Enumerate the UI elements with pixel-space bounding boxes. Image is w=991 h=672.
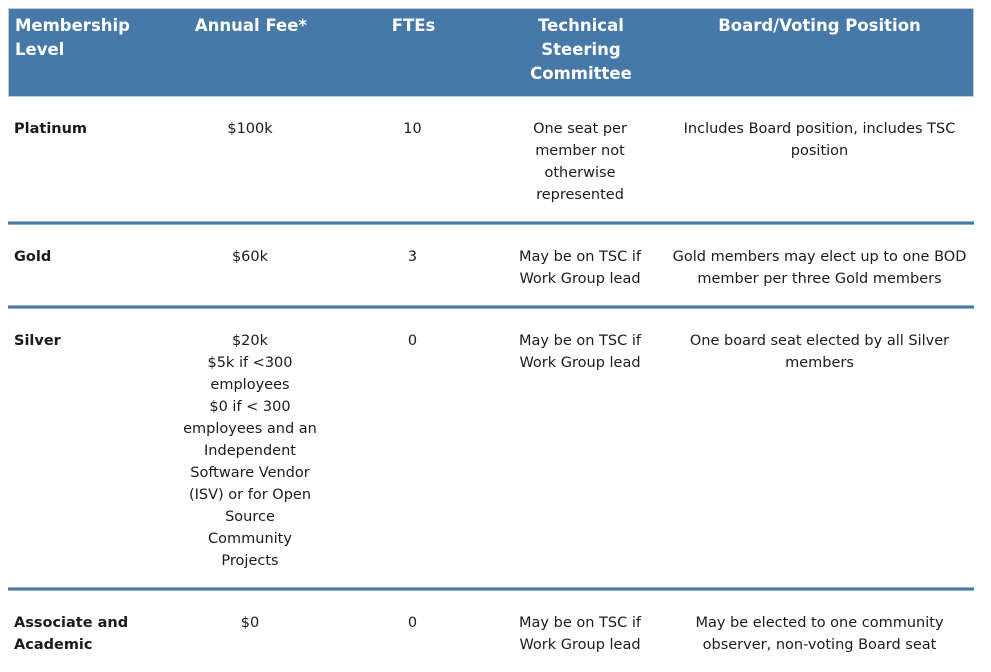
ftes-cell: 0 — [407, 615, 418, 631]
membership-level-cell: Associate and Academic — [14, 615, 129, 653]
membership-level-cell: Silver — [14, 333, 61, 349]
tsc-cell: May be on TSC if Work Group lead — [519, 333, 641, 371]
annual-fee-cell: $100k — [227, 121, 273, 137]
table-row-silver: Silver $20k $5k if <300 employees $0 if … — [8, 309, 974, 587]
annual-fee-cell: $20k $5k if <300 employees $0 if < 300 e… — [183, 333, 317, 569]
board-voting-cell: May be elected to one community observer… — [695, 615, 944, 653]
table-row-platinum: Platinum $100k 10 One seat per member no… — [8, 97, 974, 221]
membership-level-cell: Platinum — [14, 121, 88, 137]
annual-fee-cell: $0 — [240, 615, 260, 631]
ftes-cell: 0 — [407, 333, 418, 349]
board-voting-cell: Includes Board position, includes TSC po… — [683, 121, 956, 159]
row-separator — [8, 587, 974, 591]
col-header-board-voting-position: Board/Voting Position — [718, 16, 921, 35]
table-row-associate-academic: Associate and Academic $0 0 May be on TS… — [8, 591, 974, 671]
col-header-technical-steering-committee: Technical Steering Committee — [530, 16, 632, 83]
ftes-cell: 10 — [403, 121, 422, 137]
membership-level-cell: Gold — [14, 249, 52, 265]
membership-levels-table: Membership Level Annual Fee* FTEs Techni… — [8, 8, 974, 671]
tsc-cell: May be on TSC if Work Group lead — [519, 249, 641, 287]
col-header-ftes: FTEs — [391, 16, 436, 35]
annual-fee-cell: $60k — [231, 249, 269, 265]
row-separator — [8, 221, 974, 225]
row-separator — [8, 305, 974, 309]
col-header-membership-level: Membership Level — [15, 16, 130, 59]
board-voting-cell: Gold members may elect up to one BOD mem… — [672, 249, 967, 287]
table-row-gold: Gold $60k 3 May be on TSC if Work Group … — [8, 225, 974, 305]
table-header-row: Membership Level Annual Fee* FTEs Techni… — [8, 8, 974, 97]
tsc-cell: May be on TSC if Work Group lead — [519, 615, 641, 653]
board-voting-cell: One board seat elected by all Silver mem… — [689, 333, 950, 371]
col-header-annual-fee: Annual Fee* — [194, 16, 308, 35]
ftes-cell: 3 — [407, 249, 418, 265]
tsc-cell: One seat per member not otherwise repres… — [533, 121, 627, 203]
